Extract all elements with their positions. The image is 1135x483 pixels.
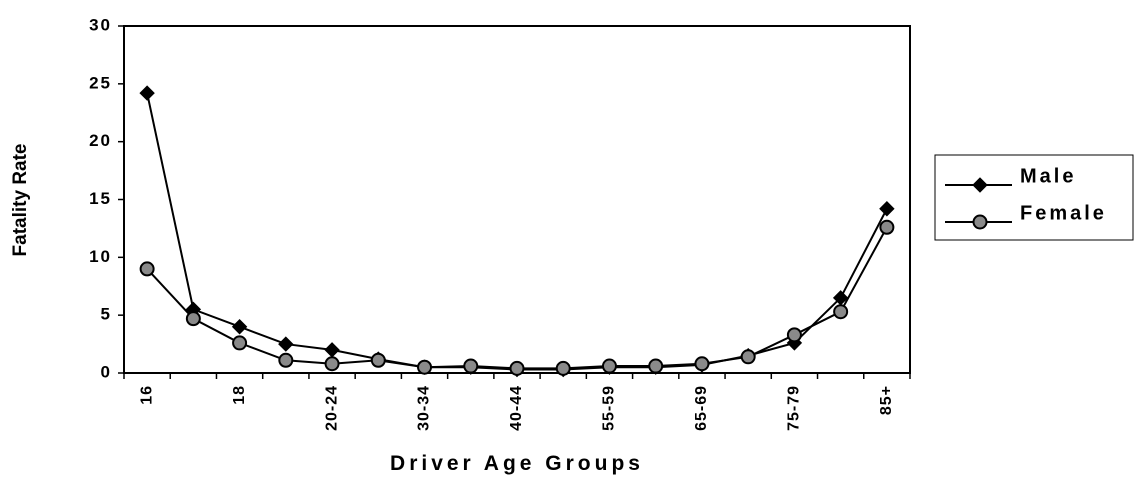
x-tick-label: 16 (138, 385, 155, 405)
x-tick-label: 65-69 (693, 385, 710, 431)
x-tick-label: 40-44 (508, 385, 525, 431)
data-point (324, 356, 340, 372)
data-point (509, 360, 525, 376)
data-point (139, 85, 155, 101)
x-tick-label: 18 (231, 385, 248, 405)
data-point (648, 358, 664, 374)
data-point (232, 335, 248, 351)
y-tick-label: 0 (101, 362, 112, 381)
data-point (278, 336, 294, 352)
series-line (146, 92, 888, 371)
data-point (185, 311, 201, 327)
y-tick-label: 10 (89, 247, 112, 266)
legend-label: Female (1020, 202, 1107, 224)
data-point (601, 358, 617, 374)
y-tick-label: 20 (89, 131, 112, 150)
y-tick-label: 30 (89, 15, 112, 34)
data-point (463, 358, 479, 374)
data-point (139, 261, 155, 277)
data-point (694, 356, 710, 372)
legend-marker (972, 177, 988, 193)
legend-box (934, 154, 1134, 241)
plot-frame (123, 25, 911, 374)
data-point (278, 352, 294, 368)
x-tick-label: 20-24 (323, 385, 340, 431)
data-point (417, 359, 433, 375)
data-point (324, 342, 340, 358)
y-tick-label: 15 (89, 189, 112, 208)
data-point (879, 201, 895, 217)
y-tick-label: 25 (89, 73, 112, 92)
x-tick-label: 55-59 (601, 385, 618, 431)
legend-label: Male (1020, 165, 1076, 187)
data-point (370, 352, 386, 368)
data-point (786, 327, 802, 343)
data-point (740, 349, 756, 365)
x-tick-label: 30-34 (416, 385, 433, 431)
x-tick-label: 75-79 (786, 385, 803, 431)
y-tick-label: 5 (101, 305, 112, 324)
x-tick-label: 85+ (878, 385, 895, 415)
data-point (833, 304, 849, 320)
y-axis-title: Fatality Rate (10, 144, 31, 257)
data-point (231, 319, 248, 335)
x-axis-title: Driver Age Groups (390, 452, 644, 475)
legend-marker (972, 214, 988, 230)
data-point (555, 360, 571, 376)
data-point (879, 219, 895, 235)
